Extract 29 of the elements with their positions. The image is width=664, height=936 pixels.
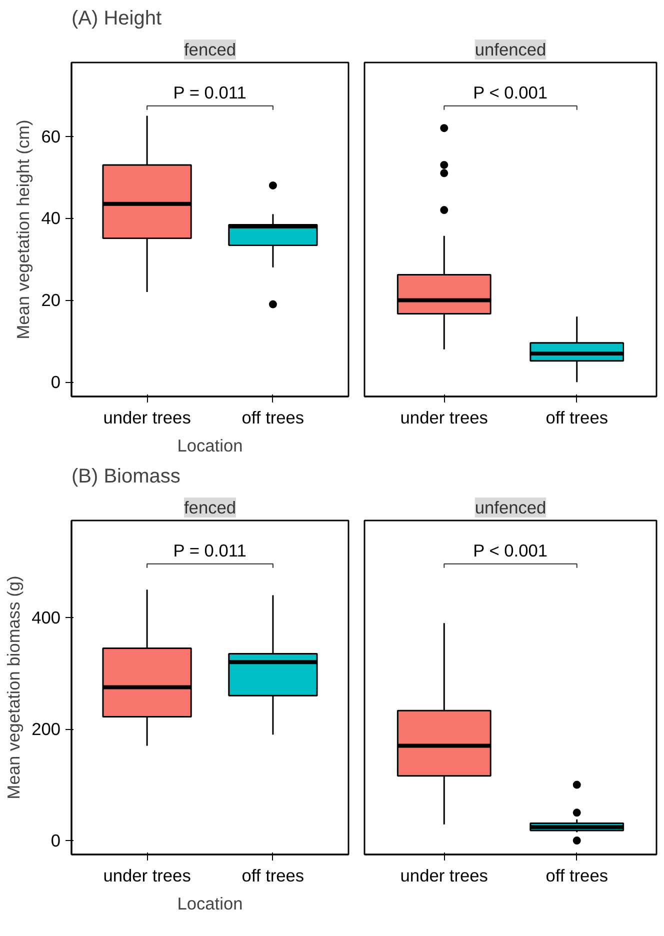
y-tick-label: 400 <box>32 608 61 628</box>
annotation: P = 0.011 <box>173 82 246 103</box>
x-tick-label: under trees <box>103 866 192 886</box>
chart-title: (B) Biomass <box>72 466 180 488</box>
x-tick-label: off trees <box>242 408 304 428</box>
x-tick-label: under trees <box>400 408 488 428</box>
x-axis-title: Location <box>177 894 243 914</box>
chart-subtitle: fenced <box>184 498 236 518</box>
chart-title: (A) Height <box>72 8 162 30</box>
chart-subtitle: unfenced <box>474 40 546 60</box>
y-tick-label: 60 <box>41 126 61 146</box>
y-tick-label: 200 <box>32 719 61 740</box>
chart-subtitle: fenced <box>184 40 236 60</box>
x-tick-label: under trees <box>103 408 192 428</box>
x-tick-label: off trees <box>546 408 608 428</box>
x-axis-title: Location <box>177 436 243 456</box>
x-tick-label: off trees <box>546 866 608 886</box>
y-tick-label: 0 <box>50 372 61 392</box>
y-axis-title: Mean vegetation height (cm) <box>13 120 34 340</box>
y-axis-title: Mean vegetation biomass (g) <box>4 576 24 800</box>
y-tick-label: 20 <box>41 290 61 310</box>
annotation: P < 0.001 <box>473 82 548 103</box>
annotation: P = 0.011 <box>173 540 246 561</box>
x-tick-label: off trees <box>242 866 304 886</box>
x-tick-label: under trees <box>400 866 488 886</box>
chart-subtitle: unfenced <box>474 498 546 518</box>
y-tick-label: 0 <box>50 830 61 851</box>
y-tick-label: 40 <box>41 208 61 228</box>
annotation: P < 0.001 <box>473 540 548 561</box>
